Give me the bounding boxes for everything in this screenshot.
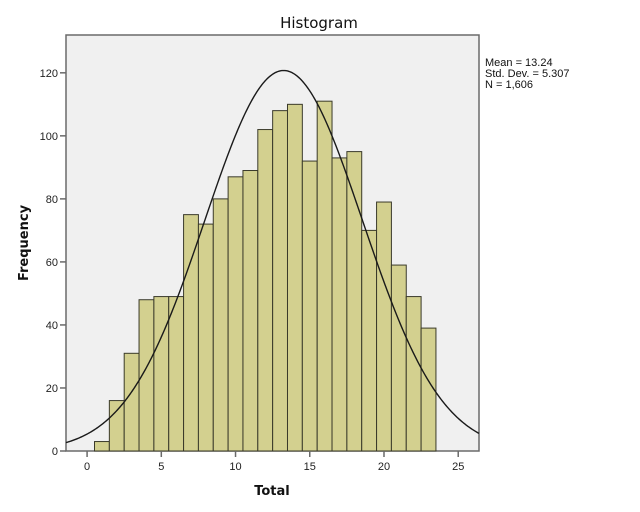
histogram-bar (390, 264, 407, 452)
y-axis: 0 20 40 60 80 100 120 (40, 68, 66, 458)
histogram-bars (94, 100, 437, 452)
histogram-bar (197, 223, 214, 452)
normal-curve (65, 69, 480, 444)
x-tick-label: 15 (304, 461, 316, 473)
y-tick-label: 0 (52, 446, 58, 458)
y-tick-label: 80 (46, 194, 58, 206)
histogram-bar (420, 327, 437, 452)
histogram-bar (212, 198, 229, 452)
y-tick-label: 40 (46, 320, 58, 332)
y-tick-label: 20 (46, 383, 58, 395)
histogram-bar (316, 100, 333, 452)
histogram-bar (168, 296, 185, 452)
histogram-bar (108, 400, 125, 452)
histogram-bar (301, 160, 318, 452)
x-tick-label: 10 (229, 461, 241, 473)
histogram-bar (183, 214, 199, 452)
histogram-bar (227, 176, 244, 452)
x-tick-label: 0 (84, 461, 90, 473)
histogram-bar (361, 229, 378, 452)
histogram-bar (123, 352, 140, 452)
y-tick-label: 120 (40, 68, 58, 80)
histogram-bar (331, 157, 348, 452)
histogram-bar (242, 170, 259, 452)
histogram-bar (153, 296, 170, 452)
x-axis-label: Total (254, 484, 290, 499)
stats-legend: Mean = 13.24 Std. Dev. = 5.307 N = 1,606 (485, 58, 570, 91)
x-tick-label: 5 (158, 461, 164, 473)
histogram-bar (286, 103, 303, 452)
y-axis-label: Frequency (17, 204, 32, 281)
histogram-bar (272, 110, 288, 452)
histogram-bar (376, 201, 392, 452)
chart-title: Histogram (280, 14, 358, 32)
y-tick-label: 60 (46, 257, 58, 269)
histogram-bar (257, 129, 274, 452)
y-tick-label: 100 (40, 131, 58, 143)
stat-mean: Mean = 13.24 (485, 57, 553, 69)
histogram-bar (94, 441, 110, 452)
stat-n: N = 1,606 (485, 79, 534, 91)
x-tick-label: 20 (378, 461, 390, 473)
x-axis: 0 5 10 15 20 25 (84, 451, 464, 473)
histogram-bar (405, 296, 422, 452)
x-tick-label: 25 (452, 461, 464, 473)
stat-std-dev: Std. Dev. = 5.307 (485, 68, 570, 80)
